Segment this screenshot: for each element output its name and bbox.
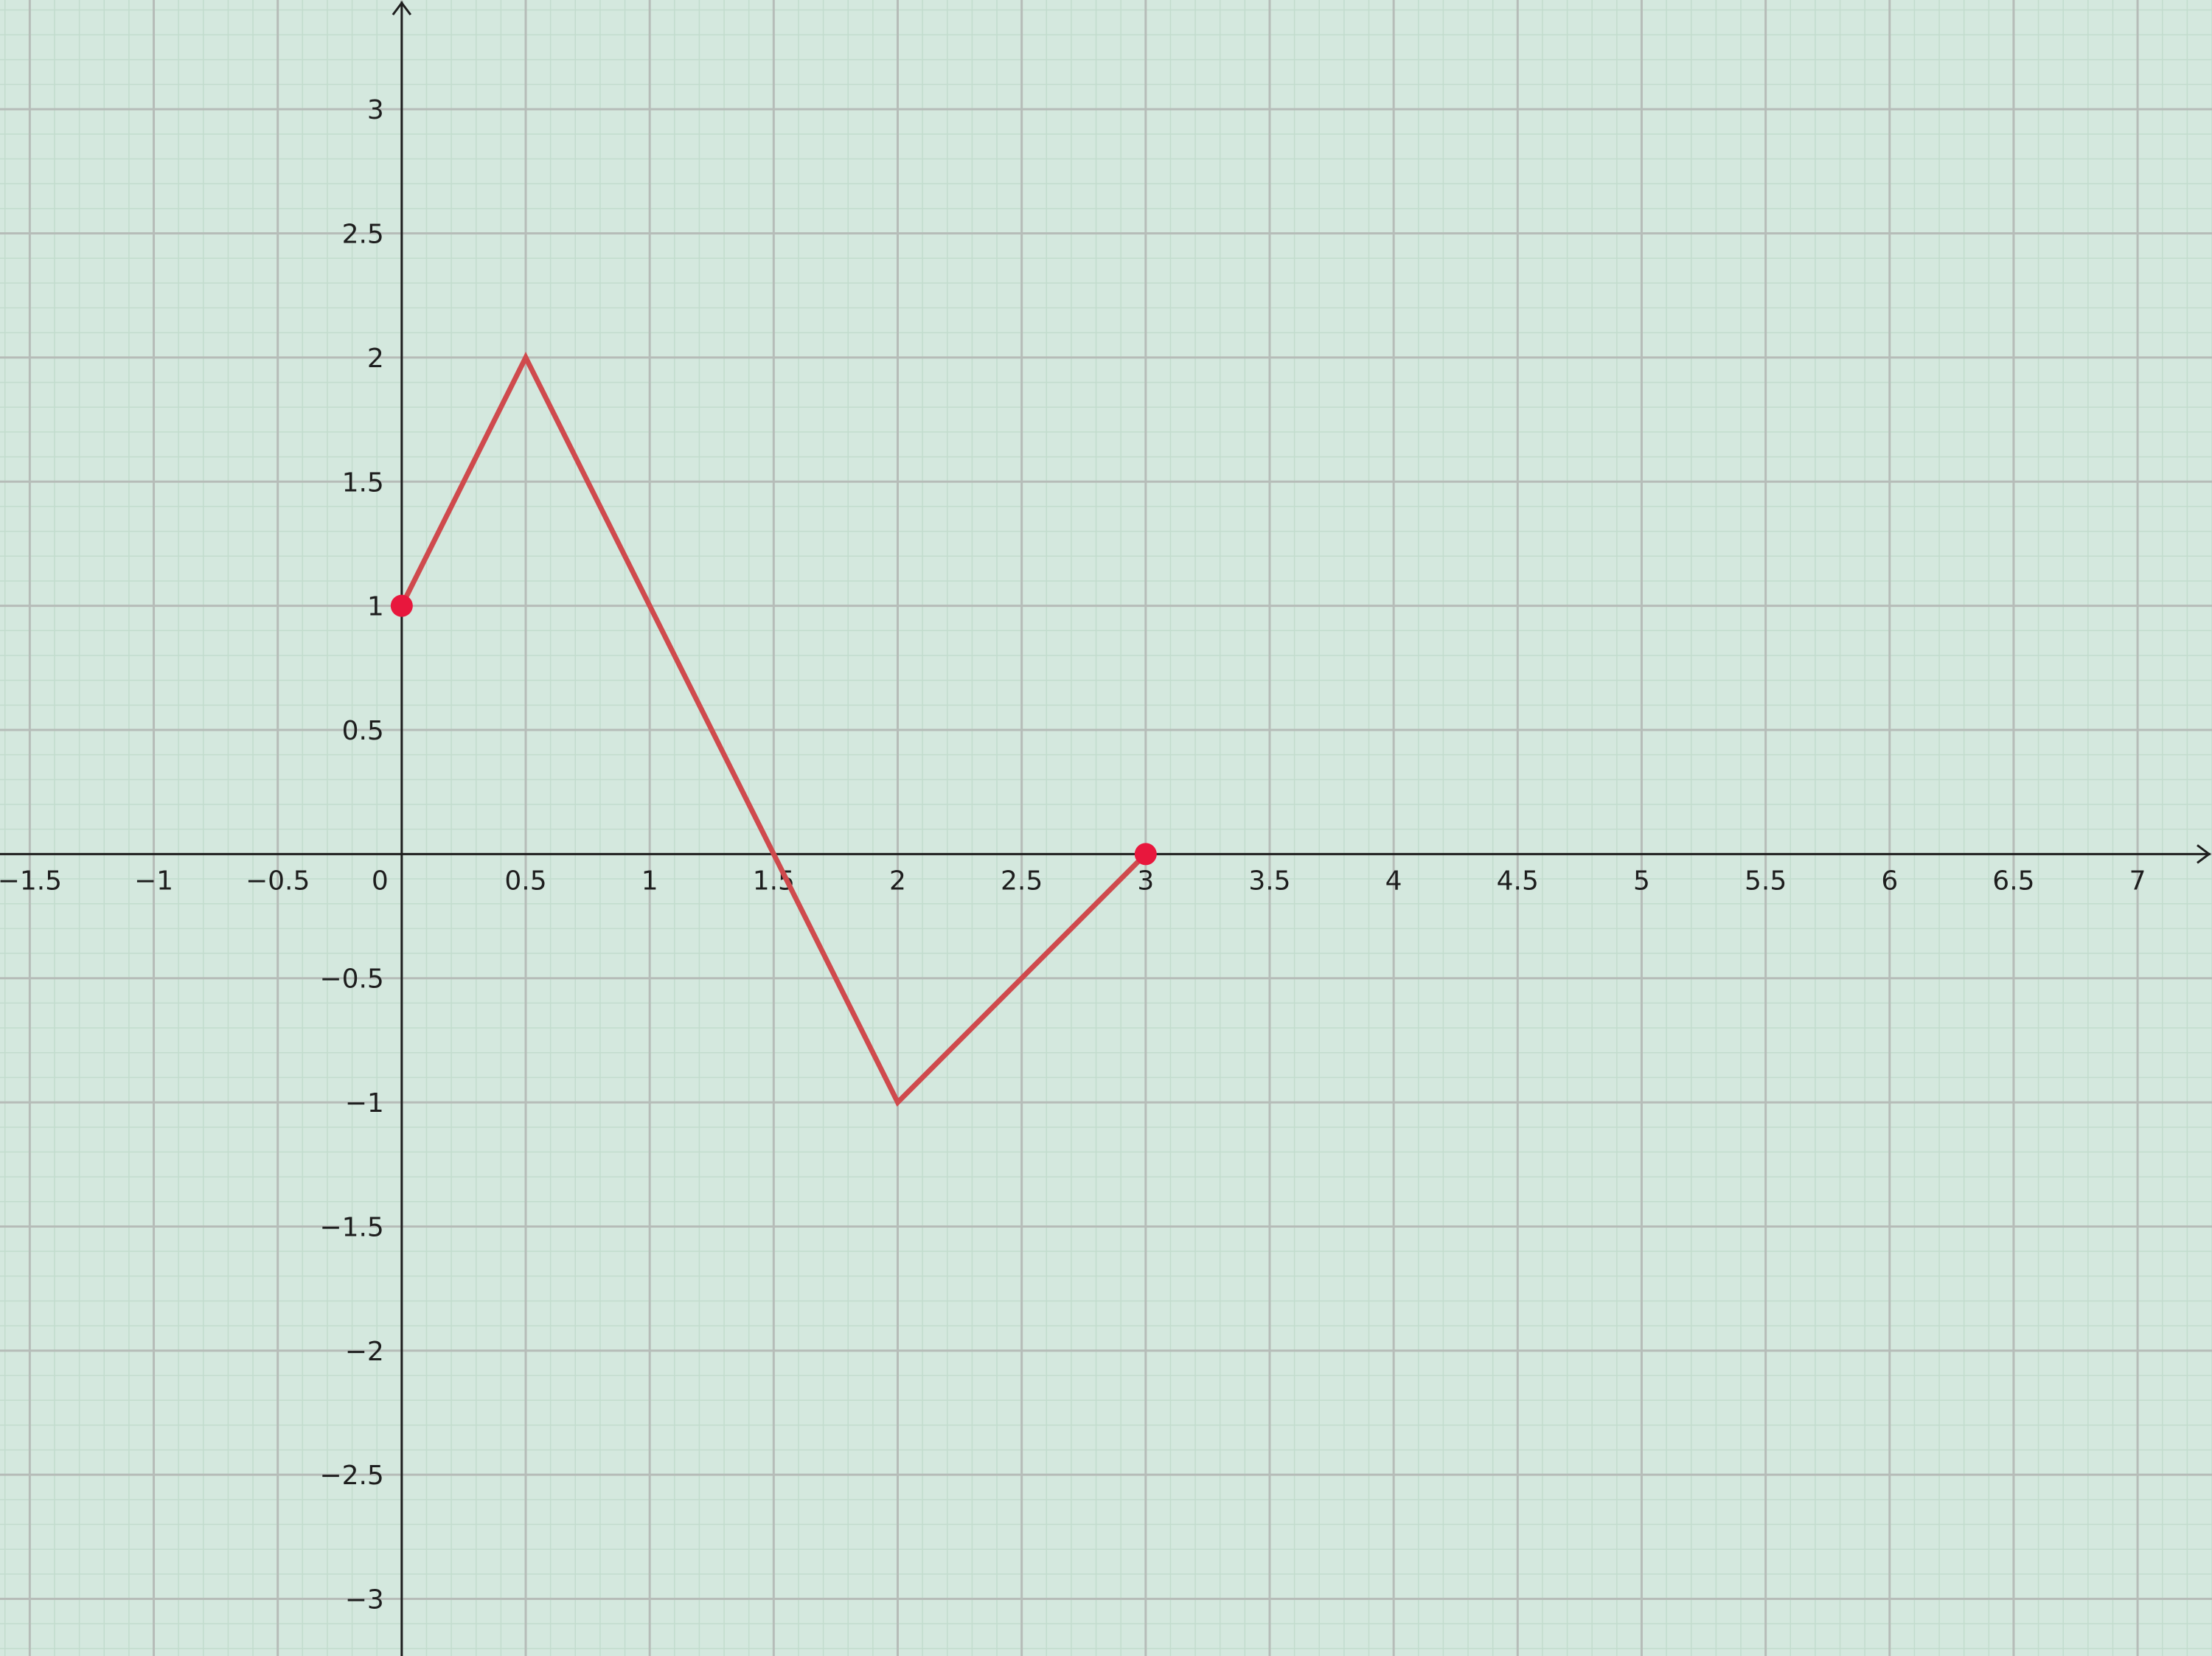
x-tick-label: 5.5 [1745, 866, 1787, 896]
data-point[interactable] [1134, 843, 1157, 866]
x-tick-label: 1 [641, 866, 658, 896]
y-tick-label: 1 [367, 592, 384, 622]
x-tick-label: 6 [1881, 866, 1898, 896]
x-tick-label: 5 [1633, 866, 1650, 896]
x-tick-label: 0.5 [504, 866, 546, 896]
x-tick-label: 2.5 [1001, 866, 1043, 896]
x-tick-label: 7 [2129, 866, 2146, 896]
x-tick-label: −1 [134, 866, 173, 896]
y-tick-label: 1.5 [342, 467, 384, 498]
x-tick-label: 3.5 [1248, 866, 1290, 896]
series-layer [399, 352, 1148, 1107]
x-tick-label: 3 [1137, 866, 1154, 896]
y-tick-label: 2 [367, 344, 384, 374]
y-axis-tick-labels: 3 2.5 2 1.5 1 0.5 −0.5 −1 −1.5 −2 −2.5 −3 [319, 95, 383, 1615]
x-tick-label: −1.5 [0, 866, 62, 896]
y-axis-arrow-icon [392, 1, 412, 15]
y-tick-label: −3 [345, 1585, 384, 1615]
y-tick-label: −2.5 [319, 1461, 383, 1491]
x-tick-label: 2 [889, 866, 906, 896]
x-axis-arrow-icon [2197, 844, 2211, 864]
y-tick-label: 0.5 [342, 716, 384, 746]
x-tick-label: 0 [372, 866, 389, 896]
x-tick-label: −0.5 [246, 866, 310, 896]
y-tick-label: −2 [345, 1337, 384, 1367]
x-tick-label: 6.5 [1992, 866, 2034, 896]
x-tick-label: 4.5 [1497, 866, 1539, 896]
x-tick-label: 4 [1385, 866, 1402, 896]
data-point[interactable] [390, 594, 413, 617]
y-tick-label: 3 [367, 95, 384, 125]
y-tick-label: 2.5 [342, 220, 384, 250]
y-tick-label: −1.5 [319, 1212, 383, 1242]
y-tick-label: −0.5 [319, 964, 383, 995]
points-layer [390, 594, 1157, 866]
y-tick-label: −1 [345, 1088, 384, 1119]
series-line[interactable] [399, 352, 1148, 1107]
